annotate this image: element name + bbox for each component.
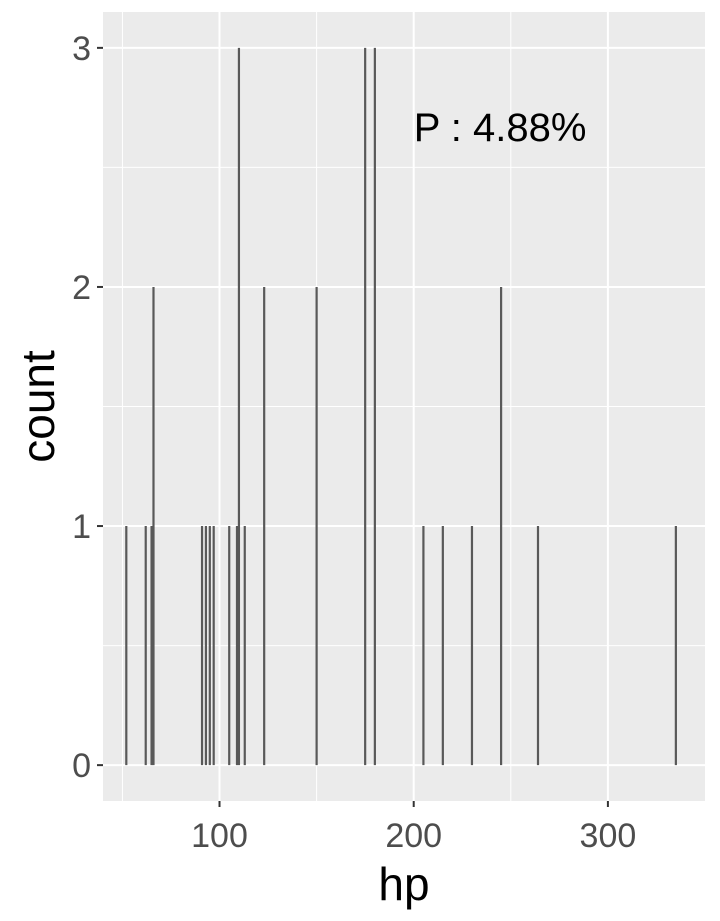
y-axis-title: count: [12, 350, 64, 463]
x-axis: 100 200 300: [191, 801, 636, 855]
x-tick-label: 200: [385, 817, 442, 855]
y-tick-label: 0: [72, 747, 91, 785]
annotation-text: P : 4.88%: [414, 106, 587, 150]
major-gridlines: [103, 12, 705, 801]
y-tick-label: 1: [72, 508, 91, 546]
y-tick-label: 3: [72, 30, 91, 68]
bars: [125, 47, 677, 766]
x-axis-title: hp: [378, 858, 429, 910]
x-tick-label: 100: [191, 817, 248, 855]
y-axis: 0 1 2 3: [72, 30, 103, 785]
y-tick-label: 2: [72, 269, 91, 307]
x-tick-label: 300: [580, 817, 637, 855]
